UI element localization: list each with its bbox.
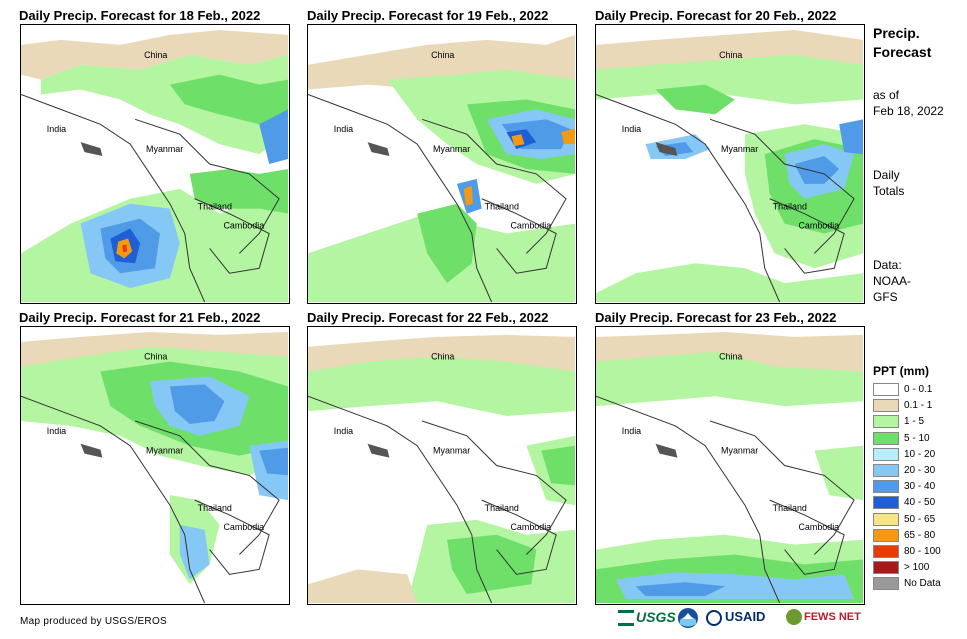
label-india: India (622, 426, 641, 436)
legend-label: 20 - 30 (904, 465, 936, 476)
label-thailand: Thailand (485, 202, 519, 212)
label-cambodia: Cambodia (510, 221, 551, 231)
legend-swatch (873, 383, 899, 396)
label-china: China (144, 352, 167, 362)
legend-label: No Data (904, 578, 941, 590)
legend-label: 80 - 100 (904, 546, 941, 557)
label-thailand: Thailand (773, 202, 807, 212)
legend-label: > 100 (904, 562, 930, 574)
label-cambodia: Cambodia (510, 522, 551, 532)
daily-label: Daily (873, 168, 900, 182)
label-china: China (431, 352, 454, 362)
label-myanmar: Myanmar (433, 446, 470, 456)
legend-label: 40 - 50 (904, 497, 936, 509)
label-thailand: Thailand (773, 503, 807, 513)
label-india: India (47, 124, 66, 134)
legend-label: 0.1 - 1 (904, 400, 933, 412)
forecast-map-5: China India Myanmar Thailand Cambodia (307, 326, 577, 605)
legend-swatch (873, 415, 899, 429)
label-thailand: Thailand (198, 503, 232, 513)
label-china: China (144, 50, 167, 60)
label-myanmar: Myanmar (146, 446, 183, 456)
label-myanmar: Myanmar (146, 144, 183, 154)
label-myanmar: Myanmar (721, 144, 758, 154)
forecast-map-1: China India Myanmar Thailand Cambodia (20, 24, 290, 304)
legend-swatch (873, 577, 899, 591)
forecast-map-2: China India Myanmar Thailand Cambodia (307, 24, 577, 304)
legend-label: 1 - 5 (904, 416, 925, 428)
label-india: India (334, 426, 353, 436)
footer-credit: Map produced by USGS/EROS (20, 616, 168, 627)
usgs-logo: USGS (618, 609, 676, 627)
label-cambodia: Cambodia (223, 221, 264, 231)
as-of-label: as of (873, 88, 900, 102)
label-cambodia: Cambodia (223, 522, 264, 532)
legend-swatch (873, 561, 899, 575)
legend-swatch (873, 528, 899, 542)
panel-title-3: Daily Precip. Forecast for 20 Feb., 2022 (595, 8, 837, 23)
legend-title: PPT (mm) (873, 364, 930, 378)
legend-label: 65 - 80 (904, 529, 936, 541)
side-title: Precip. Forecast (873, 25, 932, 60)
legend-label: 50 - 65 (904, 513, 936, 525)
forecast-map-4: China India Myanmar Thailand Cambodia (20, 326, 290, 605)
legend-swatch (873, 431, 899, 445)
panel-title-5: Daily Precip. Forecast for 22 Feb., 2022 (307, 310, 549, 325)
label-cambodia: Cambodia (798, 221, 839, 231)
legend-swatch (873, 545, 899, 558)
panel-title-6: Daily Precip. Forecast for 23 Feb., 2022 (595, 310, 837, 325)
noaa-logo (677, 607, 699, 632)
legend-swatch (873, 464, 899, 477)
label-myanmar: Myanmar (721, 446, 758, 456)
panel-title-1: Daily Precip. Forecast for 18 Feb., 2022 (19, 8, 261, 23)
legend-swatch (873, 480, 899, 494)
label-india: India (334, 124, 353, 134)
label-myanmar: Myanmar (433, 144, 470, 154)
forecast-map-6: China India Myanmar Thailand Cambodia (595, 326, 865, 605)
legend-swatch (873, 512, 899, 526)
legend-label: 0 - 0.1 (904, 384, 933, 395)
data-source-2: GFS (873, 290, 898, 304)
usaid-logo: USAID (706, 609, 765, 626)
legend-swatch (873, 447, 899, 461)
as-of-date: Feb 18, 2022 (873, 104, 944, 118)
label-china: China (431, 50, 454, 60)
forecast-map-3: China India Myanmar Thailand Cambodia (595, 24, 865, 304)
label-china: China (719, 50, 742, 60)
panel-title-4: Daily Precip. Forecast for 21 Feb., 2022 (19, 310, 261, 325)
legend-label: 30 - 40 (904, 481, 936, 493)
data-source-1: NOAA- (873, 274, 912, 288)
legend-swatch (873, 399, 899, 413)
panel-title-2: Daily Precip. Forecast for 19 Feb., 2022 (307, 8, 549, 23)
label-thailand: Thailand (198, 202, 232, 212)
totals-label: Totals (873, 184, 905, 198)
label-india: India (622, 124, 641, 134)
label-cambodia: Cambodia (798, 522, 839, 532)
legend-swatch (873, 496, 899, 510)
label-india: India (47, 426, 66, 436)
label-china: China (719, 352, 742, 362)
fewsnet-logo: FEWS NET (786, 609, 861, 625)
data-label: Data: (873, 258, 902, 272)
label-thailand: Thailand (485, 503, 519, 513)
legend-label: 5 - 10 (904, 432, 930, 444)
legend-label: 10 - 20 (904, 448, 936, 460)
